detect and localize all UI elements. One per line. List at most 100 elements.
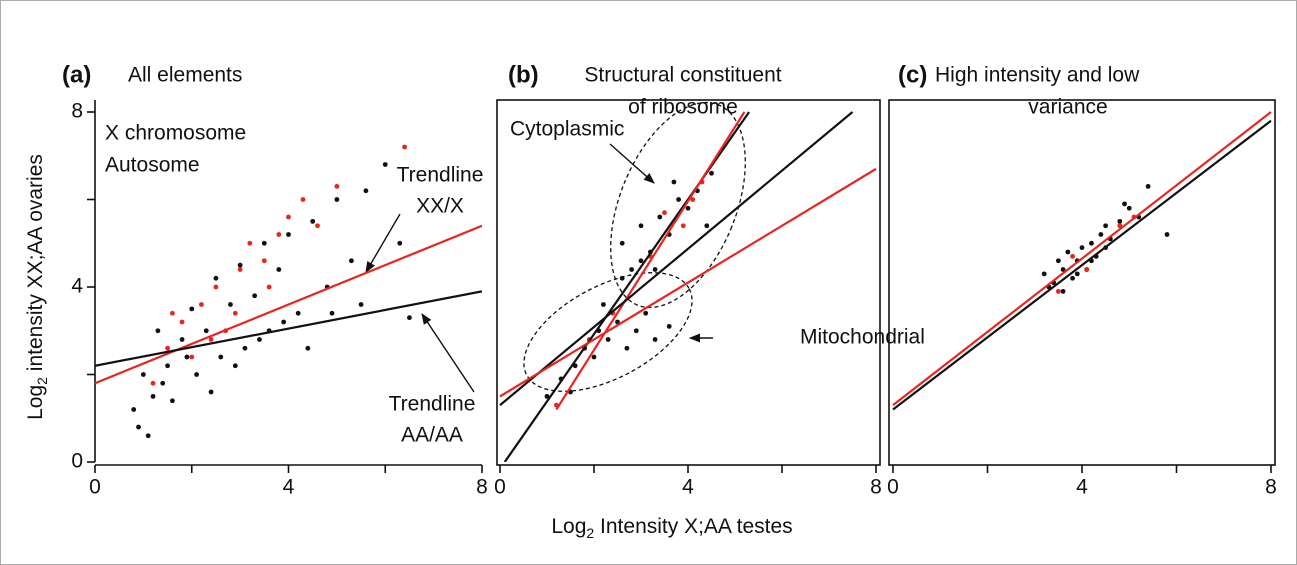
x-tick-label: 8 bbox=[476, 476, 488, 499]
point bbox=[605, 337, 611, 342]
legend-entry: Autosome bbox=[105, 154, 200, 177]
axis-title-text: Log bbox=[24, 385, 47, 420]
point bbox=[165, 363, 170, 369]
point bbox=[257, 337, 262, 342]
point bbox=[300, 197, 306, 202]
arrow bbox=[365, 213, 401, 273]
panel-title: of ribosome bbox=[628, 96, 738, 119]
plot-area bbox=[499, 111, 877, 462]
point bbox=[276, 267, 282, 272]
point bbox=[286, 232, 291, 237]
point bbox=[676, 197, 681, 202]
x-tick-label: 0 bbox=[89, 476, 101, 499]
point bbox=[1117, 218, 1123, 224]
point bbox=[1145, 183, 1151, 189]
point bbox=[633, 328, 639, 334]
point bbox=[261, 258, 267, 264]
point bbox=[1126, 205, 1132, 211]
point bbox=[652, 267, 658, 272]
point bbox=[261, 240, 267, 246]
point bbox=[1060, 267, 1066, 272]
point bbox=[315, 223, 320, 229]
point bbox=[208, 389, 214, 395]
trendline bbox=[499, 167, 877, 398]
point bbox=[237, 262, 243, 268]
point bbox=[329, 310, 335, 316]
point bbox=[170, 398, 175, 404]
point bbox=[643, 310, 649, 316]
point bbox=[286, 214, 291, 220]
point bbox=[407, 315, 412, 321]
point bbox=[179, 337, 185, 342]
point bbox=[295, 310, 301, 316]
point bbox=[591, 354, 597, 360]
arrow bbox=[421, 313, 475, 393]
axis-title-sub: 2 bbox=[34, 377, 50, 385]
point bbox=[615, 319, 620, 325]
point bbox=[1079, 245, 1085, 251]
panel-label: (a) bbox=[62, 61, 91, 88]
point bbox=[160, 380, 166, 386]
point bbox=[619, 275, 625, 281]
axis-title-rest: Intensity X;AA testes bbox=[594, 515, 792, 538]
point bbox=[194, 372, 199, 377]
point bbox=[165, 345, 170, 351]
point bbox=[199, 302, 204, 307]
point bbox=[140, 372, 146, 377]
point bbox=[252, 293, 258, 299]
point bbox=[334, 197, 340, 202]
point bbox=[629, 267, 634, 272]
point bbox=[363, 188, 369, 194]
point bbox=[228, 302, 233, 307]
axis-title-rest: intensity XX;AA ovaries bbox=[24, 154, 47, 377]
point bbox=[652, 337, 658, 342]
point bbox=[657, 214, 663, 220]
axis-title-sub: 2 bbox=[586, 525, 594, 541]
x-tick-label: 0 bbox=[887, 476, 899, 499]
point bbox=[619, 240, 625, 246]
point bbox=[218, 354, 224, 360]
point bbox=[1070, 275, 1075, 281]
y-tick-label: 0 bbox=[71, 450, 83, 473]
panel-label: (c) bbox=[898, 61, 927, 88]
point bbox=[232, 363, 238, 369]
point bbox=[203, 328, 209, 334]
x-tick-label: 8 bbox=[870, 476, 882, 499]
point bbox=[145, 433, 151, 439]
trendline bbox=[499, 111, 854, 406]
point bbox=[402, 144, 407, 150]
point bbox=[310, 218, 316, 224]
point bbox=[131, 407, 137, 412]
point bbox=[266, 284, 272, 290]
point bbox=[382, 162, 388, 167]
point bbox=[1074, 271, 1080, 277]
point bbox=[601, 302, 606, 307]
y-axis-title: Log2 intensity XX;AA ovaries bbox=[24, 154, 50, 420]
axis-title-text: Log bbox=[551, 515, 586, 538]
panel-title: All elements bbox=[128, 64, 242, 87]
x-tick-label: 8 bbox=[1265, 476, 1277, 499]
point bbox=[544, 393, 550, 399]
panel-title: High intensity and low bbox=[935, 64, 1140, 87]
point bbox=[680, 223, 686, 229]
point bbox=[247, 240, 253, 246]
legend-entry: X chromosome bbox=[105, 122, 246, 145]
point bbox=[232, 310, 238, 316]
point bbox=[671, 179, 677, 185]
point bbox=[136, 424, 141, 430]
trendline bbox=[95, 290, 482, 367]
point bbox=[1060, 288, 1066, 294]
point bbox=[662, 210, 667, 216]
point bbox=[624, 345, 630, 351]
annotation: Trendline bbox=[389, 393, 476, 416]
annotation: Mitochondrial bbox=[800, 326, 925, 349]
plot-area bbox=[95, 144, 482, 439]
trendline bbox=[95, 224, 482, 385]
point bbox=[1089, 240, 1094, 246]
point bbox=[1103, 223, 1109, 229]
point bbox=[1055, 258, 1061, 264]
y-tick-label: 4 bbox=[71, 275, 83, 298]
trendline bbox=[892, 119, 1272, 411]
annotation: XX/X bbox=[416, 195, 464, 218]
